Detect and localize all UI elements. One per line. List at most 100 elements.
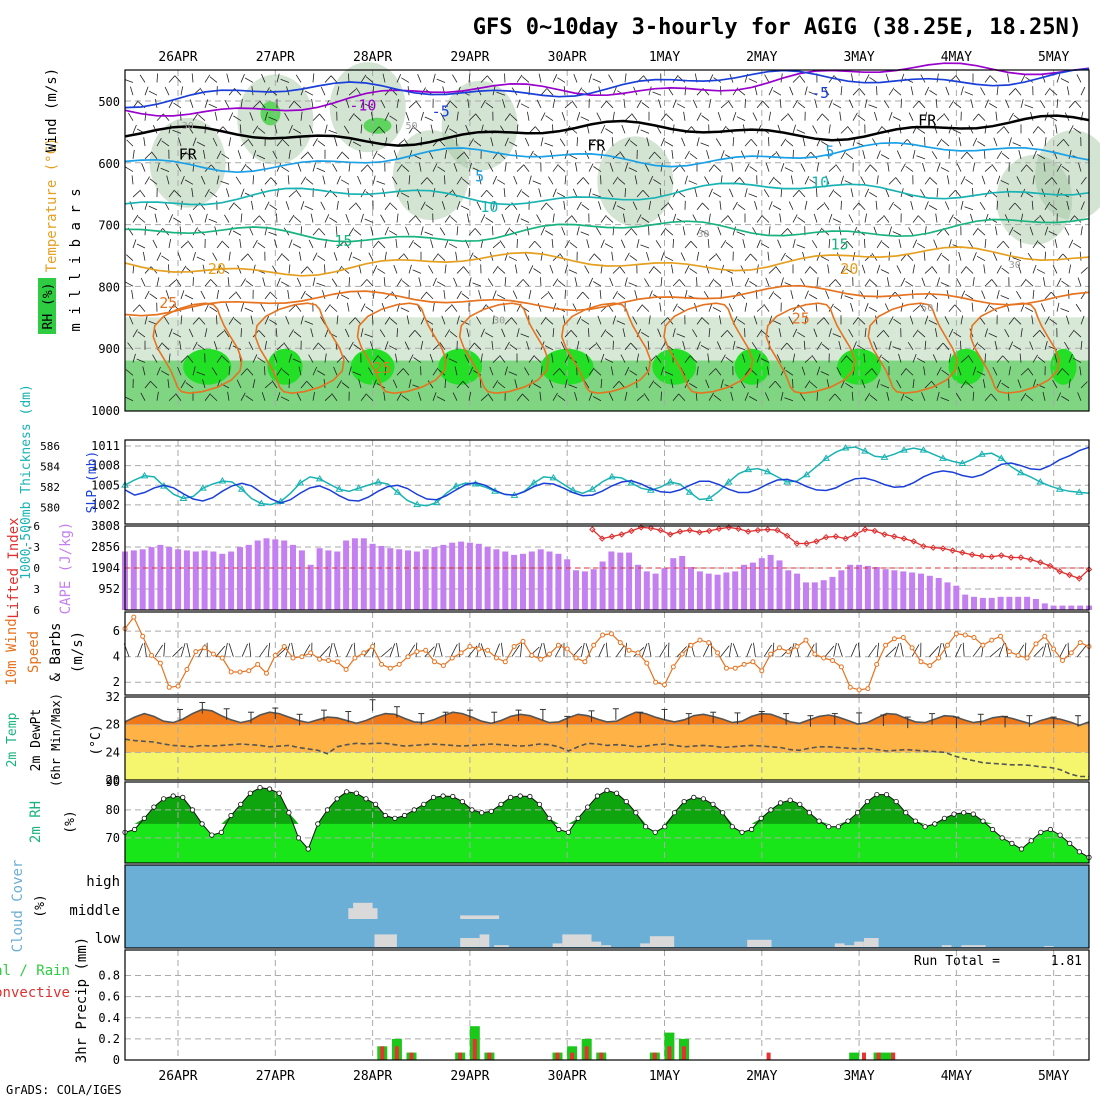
wind-barb <box>660 391 662 401</box>
wind-speed-marker <box>697 637 703 643</box>
wind-barb <box>727 100 734 109</box>
wind-barb <box>366 394 374 402</box>
wind-barb <box>624 162 629 172</box>
wind-barb <box>127 342 134 351</box>
wind-barb <box>737 318 746 325</box>
wind-barb <box>520 333 530 338</box>
wind-barb <box>432 343 440 351</box>
wind-speed-marker <box>723 665 729 671</box>
wind-barb <box>381 302 386 312</box>
wind-barb <box>725 356 734 363</box>
wind-barb <box>368 367 374 376</box>
rh-marker <box>642 824 649 830</box>
wind-barb <box>310 328 314 338</box>
wind-barb <box>768 226 771 236</box>
wind-barb <box>931 265 938 274</box>
wind-barb <box>166 175 170 185</box>
wind-barb <box>744 188 748 198</box>
wind-speed-marker <box>334 659 340 665</box>
wind-barb <box>324 304 331 312</box>
wind-barb <box>852 112 858 121</box>
wind-barb <box>988 103 998 109</box>
wind-barb-10m <box>598 643 605 657</box>
wind-barb-10m <box>396 642 400 657</box>
cape-bar <box>201 550 208 610</box>
temp-tick-32: 32 <box>106 690 120 704</box>
wind-barb <box>612 201 617 210</box>
cape-bar <box>758 558 765 610</box>
cloud-band-low <box>374 934 397 947</box>
wind-barb <box>996 126 1004 134</box>
cape-tick-952: 952 <box>98 582 120 596</box>
wind-barb <box>240 213 243 223</box>
wind-barb <box>898 239 902 249</box>
wind-barb <box>1056 139 1064 147</box>
slp-axis-label: SLP (mb) <box>85 451 100 514</box>
wind-barb <box>1078 162 1082 172</box>
wind-barb <box>672 279 680 287</box>
wind-barb <box>474 343 482 351</box>
cape-bar <box>767 554 774 610</box>
top-date-label-29APR: 29APR <box>450 50 489 65</box>
wind-barb <box>324 353 327 363</box>
wind-barb <box>192 341 198 350</box>
wind-barb <box>1039 100 1046 109</box>
wind-barb <box>388 230 398 236</box>
wind-barb <box>360 213 364 223</box>
wind-barb <box>970 213 974 223</box>
wind-barb <box>971 302 974 312</box>
thickness-marker <box>218 476 227 484</box>
wind-barb <box>872 138 878 147</box>
wind-barb <box>282 139 290 147</box>
wind-barb <box>420 366 422 376</box>
wind-barb <box>936 277 940 287</box>
rh-marker <box>989 826 996 833</box>
wind-barb <box>364 103 374 109</box>
wind-barb <box>357 175 362 185</box>
wind-barb <box>1056 98 1059 108</box>
wind-barb <box>762 215 770 223</box>
wind-barb <box>186 355 194 363</box>
wind-barb <box>564 239 570 249</box>
wind-barb <box>396 188 401 198</box>
wind-barb <box>490 137 494 147</box>
wind-barb <box>336 175 341 185</box>
wind-barb <box>957 366 962 376</box>
contour-label-30: 30 <box>1009 260 1021 271</box>
wind-barb <box>540 137 544 147</box>
wind-barb <box>622 328 626 338</box>
cape-bar <box>617 552 624 610</box>
li-tick--6: -6 <box>27 520 40 533</box>
wind-barb <box>546 88 554 96</box>
wind-barb <box>599 289 602 299</box>
wind-label-line1: 10m Wind <box>4 618 20 685</box>
wind-barb <box>958 137 962 147</box>
wind-barb <box>804 265 811 274</box>
wind-barb <box>126 139 134 147</box>
lifted-index-marker <box>813 538 820 545</box>
rh-marker <box>594 793 601 799</box>
wind-barb <box>455 137 458 147</box>
thickness-marker <box>179 494 188 501</box>
wind-barb <box>993 137 998 147</box>
wind-barb <box>869 77 878 83</box>
wind-barb <box>132 239 137 249</box>
wind-speed-marker <box>547 651 552 657</box>
wind-barb <box>695 391 698 401</box>
wind-barb <box>1008 202 1016 211</box>
wind-barb <box>239 238 242 249</box>
wind-barb <box>944 316 950 325</box>
wind-barb <box>264 201 270 210</box>
wind-barb <box>420 177 428 185</box>
thickness-marker <box>822 454 830 461</box>
wind-barb <box>276 367 283 376</box>
wind-barb <box>366 279 374 287</box>
wind-barb <box>485 217 494 223</box>
wind-barb <box>965 178 974 185</box>
wind-barb <box>491 340 494 350</box>
wind-barb <box>784 167 794 172</box>
wind-barb <box>452 392 458 401</box>
wind-barb <box>453 162 458 172</box>
cape-bar <box>192 551 199 610</box>
wind-barb <box>260 303 266 312</box>
